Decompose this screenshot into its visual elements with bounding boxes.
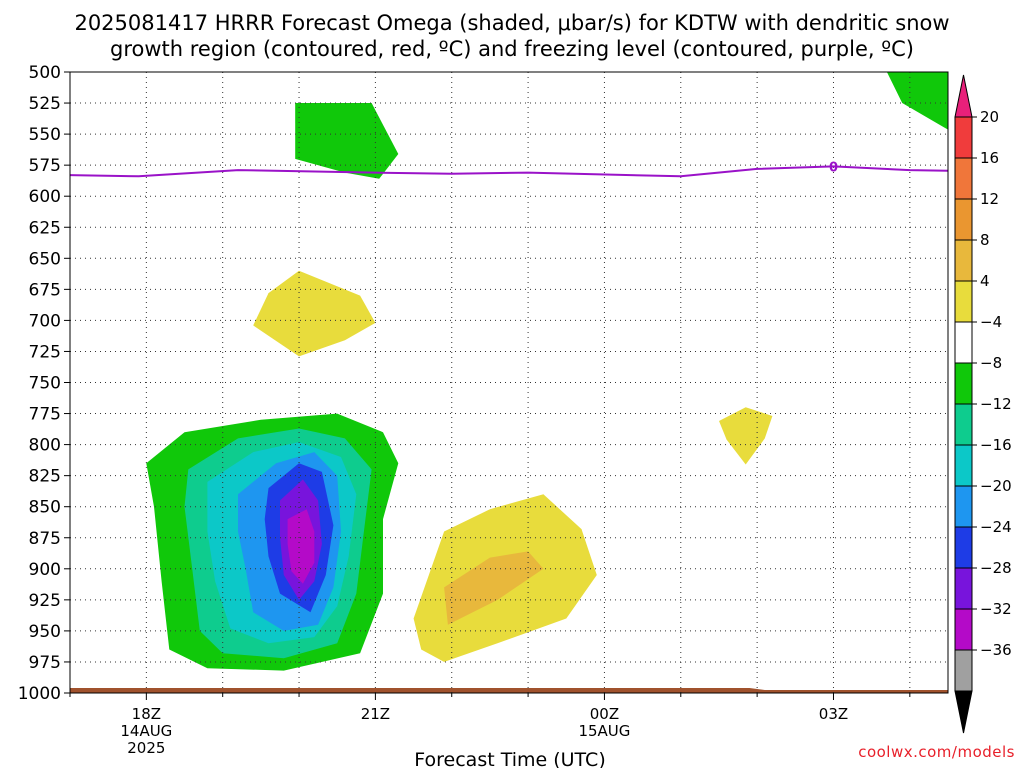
x-tick-label: 18Z xyxy=(132,705,161,723)
colorbar-swatch xyxy=(954,321,973,364)
grid-lines xyxy=(69,72,948,693)
colorbar-label: −12 xyxy=(980,395,1012,413)
y-tick-label: 600 xyxy=(29,187,61,207)
y-axis-ticks: 500 525 550 575 600 625 650 675 700 725 750 775 800 8… xyxy=(18,63,70,704)
y-tick-label: 625 xyxy=(29,218,61,238)
terrain-strip xyxy=(70,688,948,693)
x-tick-year: 2025 xyxy=(127,739,165,757)
y-tick-label: 525 xyxy=(29,94,61,114)
colorbar-label: −16 xyxy=(980,436,1012,454)
colorbar-swatch xyxy=(954,198,973,241)
y-tick-label: 725 xyxy=(29,342,61,362)
y-tick-label: 925 xyxy=(29,591,61,611)
y-tick-label: 1000 xyxy=(18,684,61,704)
y-tick-label: 900 xyxy=(29,560,61,580)
colorbar-swatch xyxy=(954,608,973,651)
colorbar-swatch xyxy=(954,526,973,569)
colorbar-swatch xyxy=(954,403,973,446)
colorbar-label: −28 xyxy=(980,559,1012,577)
y-tick-label: 850 xyxy=(29,498,61,518)
colorbar-label: 20 xyxy=(980,108,999,126)
colorbar-swatch xyxy=(954,157,973,200)
x-axis-label: Forecast Time (UTC) xyxy=(414,749,605,768)
colorbar-label: −24 xyxy=(980,518,1012,536)
omega-region-yellow-left xyxy=(253,270,376,357)
colorbar-label: −32 xyxy=(980,600,1012,618)
colorbar-label: 8 xyxy=(980,231,990,249)
y-tick-label: 750 xyxy=(29,374,61,394)
colorbar-swatch xyxy=(954,485,973,528)
y-tick-label: 825 xyxy=(29,467,61,487)
colorbar: 20 16 12 8 4 −4 −8 −12 −16 −20 −24 −28 −32 −36 xyxy=(954,74,1012,734)
chart-title-line-2: growth region (contoured, red, ºC) and f… xyxy=(110,37,914,61)
colorbar-swatch xyxy=(954,649,973,692)
colorbar-label: −4 xyxy=(980,313,1002,331)
omega-region-purple2-lower xyxy=(287,509,315,584)
y-tick-label: 675 xyxy=(29,280,61,300)
omega-region-green-upper-right xyxy=(886,72,948,130)
y-tick-label: 975 xyxy=(29,653,61,673)
y-tick-label: 800 xyxy=(29,436,61,456)
freezing-level-contour: 0 xyxy=(70,160,948,178)
colorbar-label: 4 xyxy=(980,272,990,290)
colorbar-swatch xyxy=(954,362,973,405)
y-tick-label: 650 xyxy=(29,249,61,269)
colorbar-label: 12 xyxy=(980,190,999,208)
colorbar-swatch xyxy=(954,116,973,159)
colorbar-label: −36 xyxy=(980,641,1012,659)
credit-text: coolwx.com/models xyxy=(858,743,1015,761)
y-tick-label: 775 xyxy=(29,405,61,425)
y-tick-label: 500 xyxy=(29,63,61,83)
colorbar-label: −8 xyxy=(980,354,1002,372)
y-tick-label: 575 xyxy=(29,156,61,176)
omega-region-orange-lower xyxy=(444,551,544,625)
colorbar-swatch xyxy=(954,280,973,323)
x-tick-date: 14AUG xyxy=(120,722,172,740)
x-tick-date: 15AUG xyxy=(578,722,630,740)
x-tick-label: 00Z xyxy=(590,705,619,723)
colorbar-swatch xyxy=(954,239,973,282)
y-tick-label: 875 xyxy=(29,529,61,549)
colorbar-bottom-arrow xyxy=(954,690,973,734)
freezing-level-line xyxy=(70,165,948,178)
y-tick-label: 550 xyxy=(29,125,61,145)
y-tick-label: 700 xyxy=(29,311,61,331)
freezing-level-label: 0 xyxy=(829,160,838,175)
y-tick-label: 950 xyxy=(29,622,61,642)
chart-title-line-1: 2025081417 HRRR Forecast Omega (shaded, … xyxy=(74,11,949,35)
colorbar-top-arrow xyxy=(954,74,973,118)
omega-region-green-upper-left xyxy=(295,103,399,179)
colorbar-label: 16 xyxy=(980,149,999,167)
colorbar-label: −20 xyxy=(980,477,1012,495)
omega-shaded-regions xyxy=(146,72,948,671)
colorbar-swatch xyxy=(954,567,973,610)
terrain-fill xyxy=(70,688,948,693)
omega-region-yellow-small xyxy=(719,407,773,465)
x-tick-label: 21Z xyxy=(361,705,390,723)
x-tick-label: 03Z xyxy=(819,705,848,723)
colorbar-swatch xyxy=(954,444,973,487)
